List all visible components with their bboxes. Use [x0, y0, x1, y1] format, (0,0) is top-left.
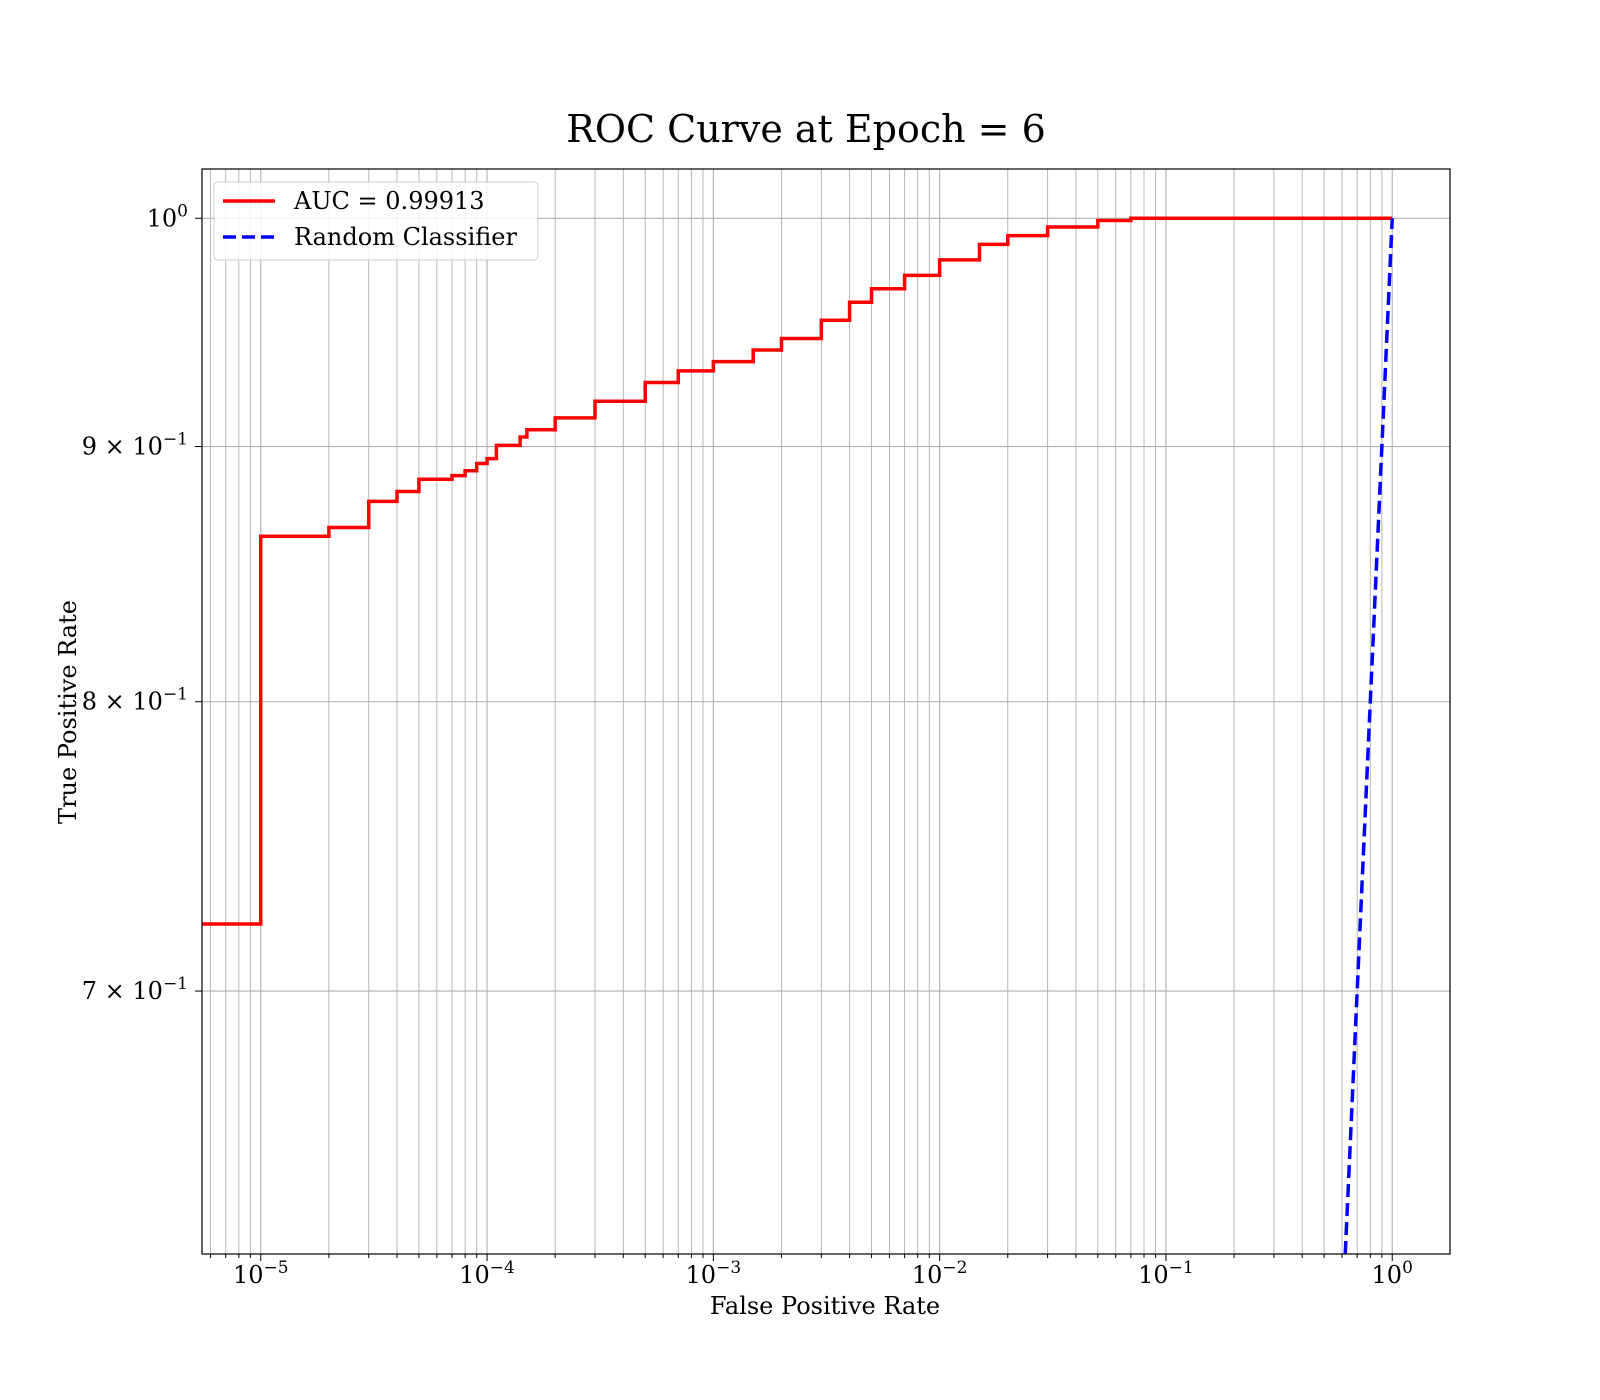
- x-axis-label: False Positive Rate: [710, 1292, 940, 1320]
- x-tick-label: 10−1: [1138, 1258, 1194, 1289]
- y-tick-label: 7 × 10−1: [82, 974, 188, 1005]
- roc-curve-line: [202, 216, 1393, 926]
- x-tick-label: 100: [1372, 1258, 1413, 1289]
- random-classifier-line: [1343, 218, 1394, 1254]
- y-tick-label: 100: [147, 201, 188, 232]
- x-tick-label: 10−2: [912, 1258, 968, 1289]
- plot-area-frame: [201, 168, 1451, 1255]
- series-lines: [202, 216, 1394, 1254]
- x-tick-label: 10−4: [459, 1258, 515, 1289]
- chart-title: ROC Curve at Epoch = 6: [566, 107, 1046, 151]
- y-tick-label: 9 × 10−1: [82, 430, 188, 461]
- x-tick-label: 10−5: [233, 1258, 289, 1289]
- grid-lines: [202, 169, 1450, 1254]
- legend-label-random: Random Classifier: [294, 223, 517, 251]
- legend-label-roc: AUC = 0.99913: [293, 187, 485, 215]
- y-axis-label: True Positive Rate: [54, 600, 82, 824]
- axis-ticks: 10−5 10−4 10−3 10−2 10−1 100 100 9 × 10−1 8 × 10…: [82, 201, 1413, 1289]
- legend-box: [213, 181, 539, 261]
- x-tick-label: 10−3: [686, 1258, 742, 1289]
- legend: AUC = 0.99913 Random Classifier: [213, 181, 539, 261]
- y-tick-label: 8 × 10−1: [82, 685, 188, 716]
